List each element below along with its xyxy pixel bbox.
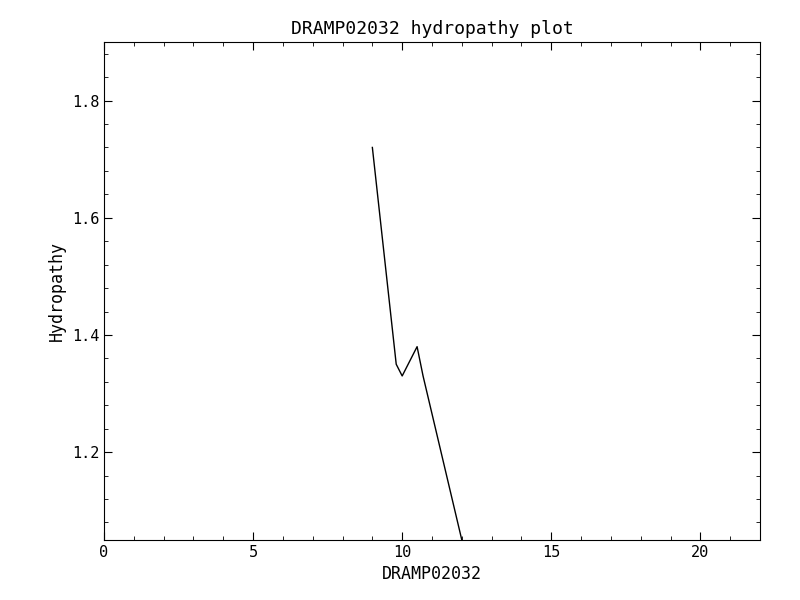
X-axis label: DRAMP02032: DRAMP02032 [382, 565, 482, 583]
Y-axis label: Hydropathy: Hydropathy [48, 241, 66, 341]
Title: DRAMP02032 hydropathy plot: DRAMP02032 hydropathy plot [290, 20, 574, 38]
